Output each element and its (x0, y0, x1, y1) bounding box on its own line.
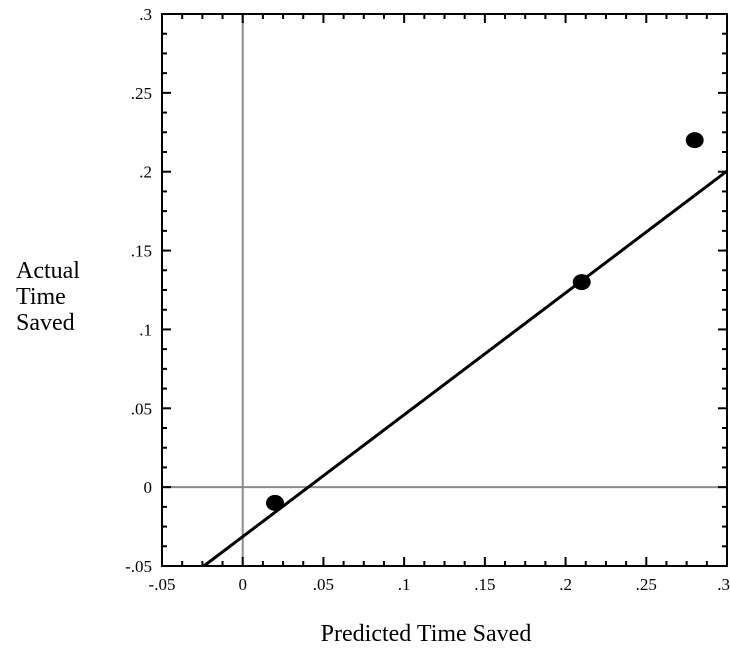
y-axis-title-line: Actual (16, 258, 80, 284)
y-tick-label: -.05 (125, 557, 152, 576)
data-points (266, 132, 704, 511)
fit-line-layer (202, 169, 728, 568)
x-axis-title: Predicted Time Saved (321, 621, 532, 647)
x-tick-label: .05 (313, 575, 334, 594)
x-tick-labels: -.05 0 .05 .1 .15 .2 .25 .3 (149, 575, 730, 594)
y-tick-label: .1 (139, 320, 152, 339)
x-tick-label: .3 (717, 575, 730, 594)
data-point-2 (572, 274, 591, 291)
regression-line (202, 169, 728, 568)
plot-border (161, 13, 728, 567)
y-tick-label: .05 (131, 399, 152, 418)
x-tick-label: .25 (636, 575, 657, 594)
axis-ticks (161, 13, 728, 567)
data-point-1 (266, 494, 284, 511)
x-tick-label: .1 (398, 575, 411, 594)
y-tick-label: .2 (139, 163, 152, 182)
y-tick-label: .15 (131, 242, 152, 261)
x-tick-label: -.05 (149, 575, 176, 594)
y-axis-title-line: Time (16, 284, 66, 310)
y-axis-title-line: Saved (16, 310, 75, 336)
x-tick-label: .15 (474, 575, 495, 594)
y-tick-label: 0 (144, 478, 153, 497)
data-point-3 (685, 132, 704, 149)
plot-frame (161, 13, 728, 567)
x-tick-label: 0 (238, 575, 247, 594)
y-tick-labels: -.05 0 .05 .1 .15 .2 .25 .3 (125, 5, 152, 576)
reference-lines (162, 14, 727, 566)
y-tick-label: .25 (131, 84, 152, 103)
x-tick-label: .2 (559, 575, 572, 594)
y-tick-label: .3 (139, 5, 152, 24)
